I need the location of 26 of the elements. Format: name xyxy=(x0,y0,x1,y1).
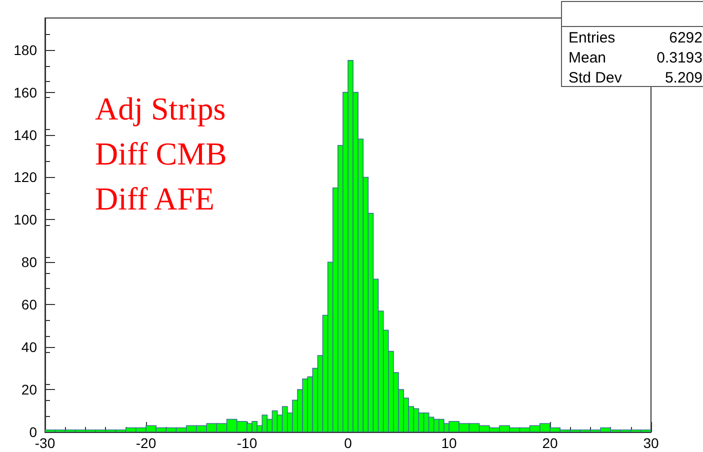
annotation: Diff CMB xyxy=(95,136,227,172)
y-tick-label: 160 xyxy=(14,84,38,100)
y-tick-label: 20 xyxy=(21,382,38,398)
x-tick-label: -20 xyxy=(136,435,156,451)
y-tick-label: 120 xyxy=(14,169,38,186)
text: 0.3193 xyxy=(656,50,702,66)
y-tick-label: 180 xyxy=(14,42,38,58)
x-tick-label: 20 xyxy=(542,435,558,451)
x-tick-label: 0 xyxy=(344,435,352,451)
y-tick-label: 80 xyxy=(21,254,38,270)
y-tick-label: 0 xyxy=(29,424,38,440)
y-tick-label: 100 xyxy=(14,212,38,228)
x-tick-label: 10 xyxy=(441,435,457,451)
y-tick-label: 140 xyxy=(14,126,38,143)
annotation: Adj Strips xyxy=(95,90,226,126)
text: 6292 xyxy=(669,30,702,46)
y-tick-label: 60 xyxy=(21,296,38,313)
y-tick-label: 40 xyxy=(21,339,38,356)
annotation: Diff AFE xyxy=(95,180,214,216)
annotation: Std Dev xyxy=(568,70,622,86)
x-tick-label: -30 xyxy=(34,435,56,451)
x-tick-label: -10 xyxy=(236,435,258,451)
annotation: Mean xyxy=(568,50,606,66)
x-tick-label: 30 xyxy=(643,435,659,451)
text: 5.209 xyxy=(664,70,702,86)
annotation: Entries xyxy=(568,30,616,46)
